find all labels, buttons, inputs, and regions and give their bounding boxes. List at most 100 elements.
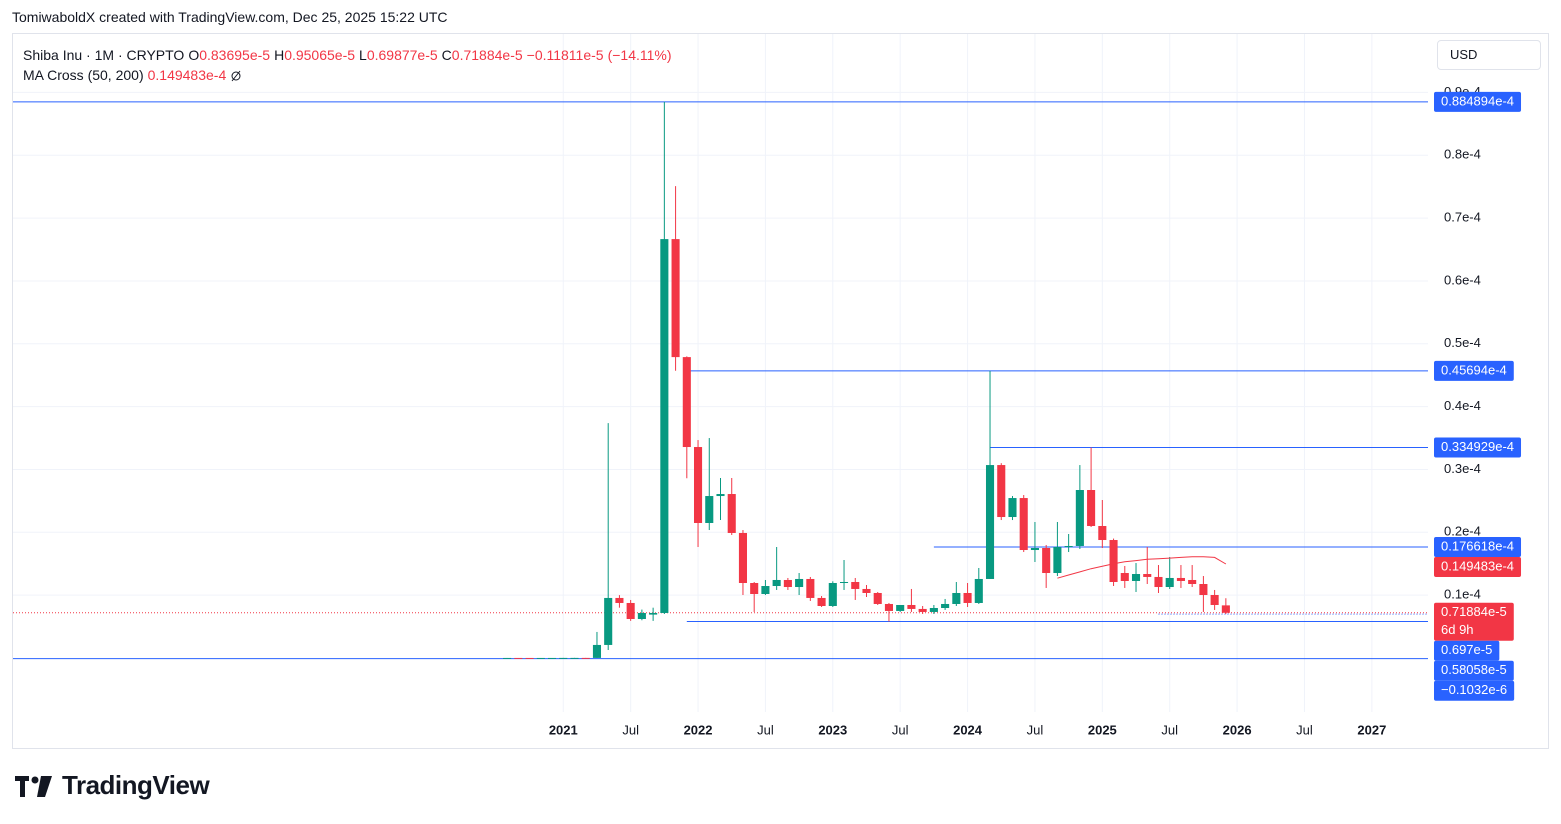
candle-body (615, 597, 624, 603)
price-label-box (1434, 660, 1514, 681)
candle-body (761, 586, 770, 594)
candle-body (1165, 577, 1174, 588)
price-label-box (1434, 437, 1522, 458)
price-label: 0.149483e-4 (1434, 556, 1522, 577)
candle-body (974, 578, 983, 603)
price-label-text: 0.176618e-4 (1441, 538, 1514, 553)
candle-body (514, 657, 523, 659)
candle-body (705, 496, 714, 523)
price-label-text: −0.1032e-6 (1441, 682, 1507, 697)
candle-body (1087, 490, 1096, 527)
candle-body (671, 239, 680, 358)
candle-body (716, 494, 725, 497)
candle-body (1053, 546, 1062, 574)
candle-body (806, 578, 815, 598)
candle-body (604, 597, 613, 645)
candle-body (503, 657, 512, 659)
x-tick-label: Jul (1296, 722, 1313, 737)
candle-body (963, 592, 972, 603)
candle-body (581, 657, 590, 659)
candle-body (1042, 547, 1051, 574)
x-tick-label: Jul (622, 722, 639, 737)
symbol-title: Shiba Inu · 1M · CRYPTO (23, 47, 185, 63)
x-tick-label: 2027 (1357, 722, 1386, 737)
ma-line (1057, 556, 1227, 579)
candle-body (907, 604, 916, 609)
candle-body (952, 592, 961, 604)
y-tick-label: 0.3e-4 (1444, 461, 1481, 476)
logo-icon (15, 776, 52, 797)
candle-body (559, 657, 568, 659)
price-label: 0.45694e-4 (1434, 360, 1514, 381)
legend-ma: MA Cross (50, 200) 0.149483e-4 (23, 65, 676, 85)
y-tick-label: 0.2e-4 (1444, 524, 1481, 539)
price-label-text: 0.71884e-5 (1441, 604, 1507, 619)
candle-body (896, 604, 905, 611)
change-value: −0.11811e-5 (526, 47, 604, 63)
axes: 0.1e-4 0.2e-4 0.3e-4 0.4e-4 0.5e-4 0.6e-4 0.7e… (549, 84, 1481, 738)
price-label-text: 6d 9h (1441, 622, 1474, 637)
candle-body (1008, 498, 1017, 518)
candle-body (727, 494, 736, 533)
candle-body (1199, 584, 1208, 595)
candle-body (637, 612, 646, 620)
ohlc-value: 0.71884e-5 (451, 47, 523, 63)
x-tick-label: 2025 (1088, 722, 1117, 737)
currency-button[interactable]: USD (1437, 40, 1541, 70)
y-tick-label: 0.5e-4 (1444, 335, 1481, 350)
hidden-icon[interactable] (230, 70, 242, 82)
candle-body (862, 588, 871, 593)
candle-body (1143, 574, 1152, 577)
candle-body (649, 612, 658, 615)
ohlc-value: 0.69877e-5 (366, 47, 438, 63)
price-labels: 0.884894e-4 0.45694e-4 0.334929e-4 0.176618… (1434, 91, 1522, 701)
candle-body (985, 465, 995, 579)
candle-body (1064, 545, 1073, 547)
ma-name: MA Cross (50, 200) (23, 67, 144, 83)
x-tick-label: Jul (1161, 722, 1178, 737)
candle-body (693, 447, 703, 523)
candle-body (1030, 547, 1039, 551)
candle-body (1221, 605, 1230, 613)
chart-frame (12, 33, 1549, 749)
candle-body (795, 578, 804, 588)
candle-body (536, 657, 545, 659)
candle-body (1075, 490, 1084, 546)
price-label-box (1434, 91, 1522, 112)
candle-body (1210, 594, 1219, 605)
candle-body (817, 597, 826, 606)
candle-body (548, 657, 557, 659)
candle-body (851, 581, 860, 589)
x-tick-label: 2024 (953, 722, 983, 737)
x-tick-label: 2023 (818, 722, 847, 737)
candle-body (1154, 576, 1163, 588)
ohlc-value: 0.95065e-5 (284, 47, 356, 63)
candle-body (525, 657, 534, 659)
price-label-box (1434, 640, 1500, 661)
change-percent: (−14.11%) (607, 47, 672, 63)
plot (13, 101, 1428, 660)
candle-body (1176, 577, 1185, 581)
candle-body (997, 465, 1006, 518)
candle-body (1131, 574, 1141, 581)
candle-body (1019, 498, 1028, 551)
brand: TradingView (62, 770, 210, 800)
legend-ohlc: Shiba Inu · 1M · CRYPTO O0.83695e-5 H0.950… (23, 45, 676, 65)
price-label-text: 0.58058e-5 (1441, 662, 1507, 677)
candle-body (918, 608, 927, 612)
price-label: 0.334929e-4 (1434, 437, 1522, 458)
y-tick-label: 0.6e-4 (1444, 272, 1481, 287)
attribution: TomiwaboldX created with TradingView.com… (12, 9, 448, 25)
candle-body (626, 602, 635, 620)
price-label-text: 0.149483e-4 (1441, 558, 1514, 573)
price-label-text: 0.334929e-4 (1441, 439, 1514, 454)
ohlc-label: H (274, 47, 285, 63)
ohlc-label: C (441, 47, 452, 63)
candle-body (570, 657, 579, 659)
price-label: 0.58058e-5 (1434, 660, 1514, 681)
price-label-box (1434, 556, 1522, 577)
candle-body (772, 579, 781, 587)
price-label-box (1434, 360, 1514, 381)
price-label-text: 0.45694e-4 (1441, 362, 1507, 377)
